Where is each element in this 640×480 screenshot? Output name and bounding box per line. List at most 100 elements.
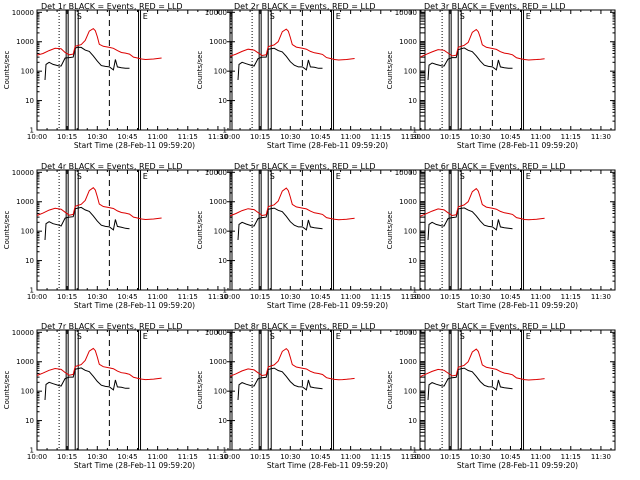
x-axis-label: Start Time (28-Feb-11 09:59:20)	[457, 461, 578, 470]
x-tick-label: 10:00	[27, 453, 47, 461]
panel-title: Det 7r BLACK = Events, RED = LLD	[41, 322, 183, 331]
series-black-events	[44, 46, 130, 81]
y-tick-label: 100	[21, 228, 34, 236]
y-tick-label: 10	[25, 97, 34, 105]
y-axis-label: Counts/sec	[3, 51, 11, 90]
x-tick-label: 11:30	[401, 293, 421, 301]
y-tick-label: 1000	[399, 38, 417, 46]
y-tick-label: 1	[413, 287, 417, 295]
panel-title: Det 2r BLACK = Events, RED = LLD	[234, 2, 376, 11]
x-tick-label: 10:45	[500, 293, 520, 301]
x-tick-label: 10:30	[87, 133, 107, 141]
x-tick-label: 11:00	[531, 133, 551, 141]
detector-panel: S E10:00 10:15 10:30 10:45 11:00 11:15 11:30110…	[3, 322, 233, 470]
x-tick-label: 10:00	[27, 293, 47, 301]
x-tick-label: 11:15	[371, 133, 391, 141]
y-tick-label: 10000	[205, 329, 227, 337]
marker-label-e: E	[526, 332, 531, 341]
x-tick-label: 11:15	[178, 293, 198, 301]
plot-frame	[36, 9, 233, 131]
y-tick-label: 1	[30, 447, 34, 455]
series-red-lld	[419, 187, 545, 221]
x-tick-label: 10:45	[117, 133, 137, 141]
marker-label-e: E	[526, 172, 531, 181]
marker-label-e: E	[526, 12, 531, 21]
x-tick-label: 11:00	[341, 293, 361, 301]
y-tick-label: 10000	[12, 9, 34, 17]
y-tick-label: 1000	[16, 358, 34, 366]
y-tick-label: 1	[30, 127, 34, 135]
x-tick-label: 11:00	[341, 453, 361, 461]
marker-label-s: S	[460, 172, 465, 181]
y-tick-label: 1000	[16, 38, 34, 46]
y-tick-label: 10000	[395, 169, 417, 177]
x-tick-label: 11:15	[561, 133, 581, 141]
x-axis-label: Start Time (28-Feb-11 09:59:20)	[267, 461, 388, 470]
x-tick-label: 11:30	[208, 293, 228, 301]
marker-label-s: S	[460, 12, 465, 21]
x-tick-label: 10:45	[117, 293, 137, 301]
series-red-lld	[229, 347, 355, 381]
series-red-lld	[229, 187, 355, 221]
x-tick-label: 11:15	[371, 293, 391, 301]
x-tick-label: 10:30	[470, 293, 490, 301]
y-tick-label: 10000	[12, 169, 34, 177]
x-tick-label: 11:00	[531, 453, 551, 461]
y-tick-label: 100	[214, 388, 227, 396]
y-tick-label: 1	[223, 127, 227, 135]
x-tick-label: 11:00	[531, 293, 551, 301]
detector-panel: S E10:00 10:15 10:30 10:45 11:00 11:15 11:30110…	[196, 2, 426, 150]
x-tick-label: 10:30	[280, 133, 300, 141]
detector-panel: S E10:00 10:15 10:30 10:45 11:00 11:15 11:30110…	[386, 2, 616, 150]
panel-title: Det 9r BLACK = Events, RED = LLD	[424, 322, 566, 331]
plot-frame	[419, 169, 616, 291]
x-tick-label: 11:30	[591, 293, 611, 301]
y-tick-label: 1000	[399, 198, 417, 206]
plot-frame	[229, 9, 426, 131]
y-axis-label: Counts/sec	[196, 211, 204, 250]
y-tick-label: 1000	[399, 358, 417, 366]
detector-panel: S E10:00 10:15 10:30 10:45 11:00 11:15 11:30110…	[196, 162, 426, 310]
marker-label-s: S	[270, 332, 275, 341]
x-tick-label: 10:15	[57, 293, 77, 301]
x-tick-label: 10:30	[280, 293, 300, 301]
x-tick-label: 11:00	[148, 133, 168, 141]
x-tick-label: 11:30	[591, 453, 611, 461]
series-black-events	[427, 207, 513, 241]
y-axis-label: Counts/sec	[3, 371, 11, 410]
x-tick-label: 10:45	[500, 133, 520, 141]
x-axis-label: Start Time (28-Feb-11 09:59:20)	[74, 461, 195, 470]
marker-label-e: E	[143, 12, 148, 21]
x-tick-label: 10:15	[57, 133, 77, 141]
marker-label-s: S	[460, 332, 465, 341]
panel-title: Det 8r BLACK = Events, RED = LLD	[234, 322, 376, 331]
series-red-lld	[36, 187, 162, 221]
y-axis-label: Counts/sec	[386, 211, 394, 250]
x-tick-label: 11:00	[148, 453, 168, 461]
y-tick-label: 10	[408, 257, 417, 265]
marker-label-s: S	[270, 12, 275, 21]
x-tick-label: 10:30	[280, 453, 300, 461]
marker-label-s: S	[77, 172, 82, 181]
x-tick-label: 11:30	[208, 453, 228, 461]
series-red-lld	[419, 348, 545, 381]
x-tick-label: 10:00	[220, 453, 240, 461]
marker-label-e: E	[143, 172, 148, 181]
panel-title: Det 1r BLACK = Events, RED = LLD	[41, 2, 183, 11]
plot-frame	[419, 329, 616, 451]
y-tick-label: 10	[218, 417, 227, 425]
y-axis-label: Counts/sec	[196, 51, 204, 90]
y-tick-label: 1000	[209, 358, 227, 366]
x-axis-label: Start Time (28-Feb-11 09:59:20)	[457, 141, 578, 150]
y-tick-label: 1	[30, 287, 34, 295]
y-tick-label: 100	[404, 68, 417, 76]
panel-title: Det 3r BLACK = Events, RED = LLD	[424, 2, 566, 11]
series-red-lld	[36, 27, 162, 61]
x-tick-label: 11:30	[591, 133, 611, 141]
y-axis-label: Counts/sec	[3, 211, 11, 250]
x-tick-label: 11:00	[341, 133, 361, 141]
y-tick-label: 100	[404, 228, 417, 236]
panel-title: Det 5r BLACK = Events, RED = LLD	[234, 162, 376, 171]
y-axis-label: Counts/sec	[196, 371, 204, 410]
